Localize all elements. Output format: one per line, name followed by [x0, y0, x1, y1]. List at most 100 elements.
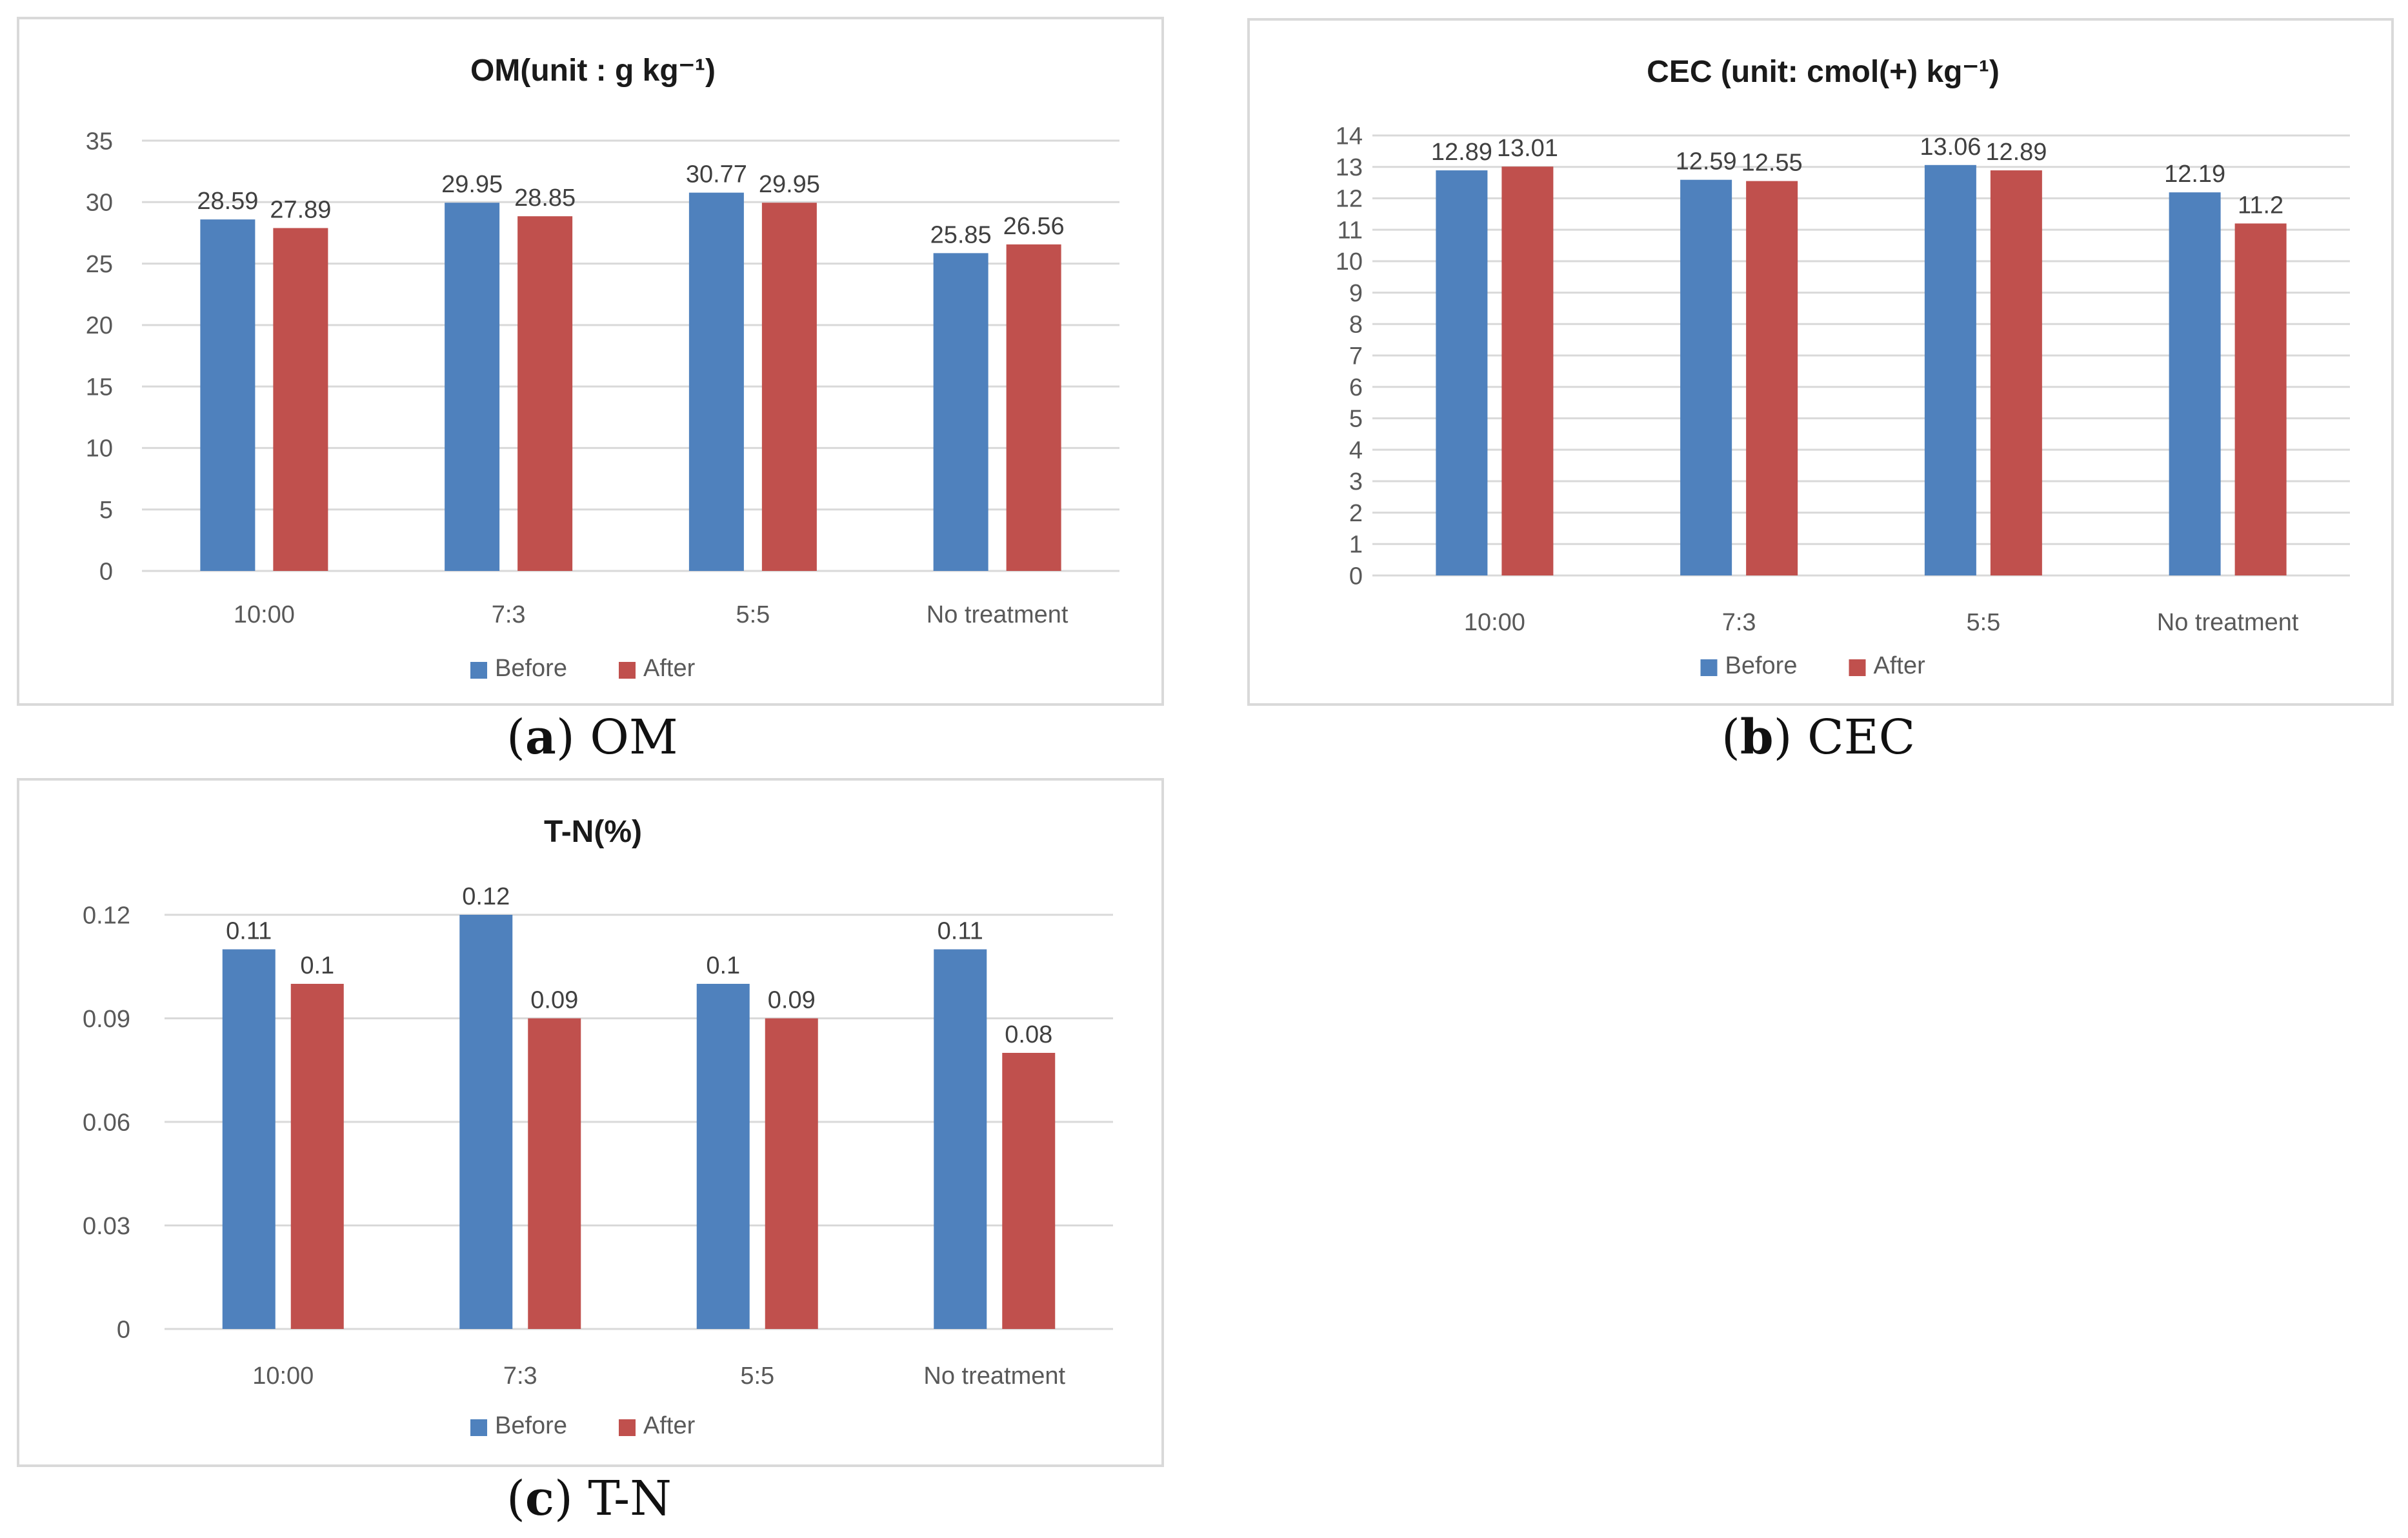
legend-label-before: Before — [495, 1412, 567, 1439]
bar-before-4 — [2169, 192, 2221, 575]
legend-label-before: Before — [495, 655, 567, 682]
data-label: 0.11 — [226, 918, 272, 945]
bar-before-3 — [688, 192, 744, 572]
y-tick-label: 5 — [1349, 406, 1363, 433]
data-label: 0.12 — [462, 883, 510, 910]
data-label: 0.1 — [706, 952, 740, 979]
y-tick-label: 0.06 — [83, 1109, 130, 1136]
data-label: 26.56 — [1003, 213, 1065, 240]
bar-before-2 — [459, 915, 513, 1329]
x-category-label: No treatment — [923, 1363, 1065, 1390]
caption-tn: (c) T-N — [507, 1471, 672, 1526]
data-label: 29.95 — [759, 171, 820, 198]
legend-swatch-before — [470, 1419, 487, 1436]
y-tick-label: 0.03 — [83, 1213, 130, 1240]
data-label: 12.89 — [1985, 139, 2047, 166]
y-tick-label: 0 — [1349, 563, 1363, 590]
data-label: 12.59 — [1676, 148, 1737, 175]
y-tick-label: 10 — [1336, 248, 1363, 275]
data-label: 0.09 — [530, 987, 578, 1014]
x-category-label: 5:5 — [1966, 609, 2000, 636]
x-category-label: 10:00 — [252, 1363, 314, 1390]
y-tick-label: 0 — [99, 558, 113, 585]
data-label: 0.09 — [768, 987, 816, 1014]
legend-label-before: Before — [1725, 652, 1798, 679]
y-tick-label: 9 — [1349, 280, 1363, 307]
y-tick-label: 1 — [1349, 532, 1363, 559]
bar-after-2 — [1746, 181, 1798, 575]
x-category-label: 7:3 — [1722, 609, 1756, 636]
data-label: 12.19 — [2164, 161, 2225, 188]
tn-chart: T-N(%) 0 0.03 0.06 0.09 0.12 0.11 0.1 10:00 0.12 0… — [83, 815, 1113, 1439]
caption-tn-text: T-N — [588, 1471, 672, 1526]
caption-cec: (b) CEC — [1721, 710, 1916, 765]
data-label: 30.77 — [686, 161, 747, 188]
bar-after-4 — [2234, 223, 2287, 575]
data-label: 28.59 — [197, 188, 258, 215]
y-tick-label: 20 — [86, 312, 113, 339]
y-tick-label: 8 — [1349, 312, 1363, 339]
bar-after-1 — [1501, 166, 1554, 575]
y-tick-label: 15 — [86, 374, 113, 401]
y-tick-label: 10 — [86, 435, 113, 463]
caption-tn-letter: c — [525, 1471, 554, 1526]
bar-before-2 — [1680, 179, 1732, 575]
cec-chart: CEC (unit: cmol(+) kg⁻¹)0123456789101112… — [1336, 55, 2350, 679]
data-label: 0.11 — [938, 918, 983, 945]
chart-title: CEC (unit: cmol(+) kg⁻¹) — [1647, 55, 2000, 89]
x-category-label: 10:00 — [234, 601, 295, 628]
legend-swatch-before — [1700, 659, 1718, 676]
bar-after-2 — [517, 216, 573, 571]
bar-before-1 — [222, 949, 276, 1329]
chart-panel-om: OM(unit : g kg⁻¹) 0 5 10 15 20 25 30 35 28.59 27.8… — [17, 17, 1164, 706]
bar-before-1 — [200, 219, 256, 572]
caption-cec-letter: b — [1740, 710, 1774, 765]
y-tick-label: 11 — [1338, 217, 1363, 244]
chart-panel-cec: CEC (unit: cmol(+) kg⁻¹) 0 1 2 3 4 5 6 7 8 9 10 11 12… — [1247, 18, 2394, 706]
bar-before-2 — [445, 203, 500, 571]
bar-before-3 — [696, 984, 750, 1329]
y-tick-label: 3 — [1349, 468, 1363, 495]
legend-label-after: After — [643, 655, 696, 682]
data-label: 13.06 — [1920, 134, 1981, 161]
caption-om: (a) OM — [507, 710, 678, 765]
data-label: 0.1 — [300, 952, 334, 979]
chart-panel-tn: T-N(%) 0 0.03 0.06 0.09 0.12 0.11 0.1 10:00 0.12 0… — [17, 778, 1164, 1467]
legend-label-after: After — [1874, 652, 1926, 679]
bar-after-4 — [1002, 1053, 1056, 1329]
y-tick-label: 2 — [1349, 500, 1363, 527]
y-tick-label: 7 — [1349, 343, 1363, 370]
y-tick-label: 13 — [1336, 154, 1363, 181]
bar-after-2 — [528, 1018, 581, 1329]
y-tick-label: 0.12 — [83, 902, 130, 929]
data-label: 28.85 — [514, 185, 576, 212]
bar-after-3 — [765, 1018, 818, 1329]
x-category-label: 10:00 — [1464, 609, 1525, 636]
x-category-label: 7:3 — [503, 1363, 537, 1390]
bar-after-1 — [273, 228, 328, 571]
data-label: 12.55 — [1741, 150, 1803, 177]
data-label: 13.01 — [1497, 135, 1558, 162]
data-label: 27.89 — [270, 196, 331, 223]
x-category-label: 5:5 — [740, 1363, 774, 1390]
legend-swatch-before — [470, 662, 487, 679]
chart-title: T-N(%) — [544, 815, 642, 849]
caption-cec-text: CEC — [1807, 710, 1916, 765]
caption-om-letter: a — [525, 710, 556, 765]
y-tick-label: 0.09 — [83, 1006, 130, 1033]
y-tick-label: 6 — [1349, 374, 1363, 401]
y-tick-label: 0 — [117, 1316, 130, 1343]
x-category-label: No treatment — [927, 601, 1069, 628]
legend-swatch-after — [1849, 659, 1866, 676]
bar-before-4 — [933, 253, 988, 571]
y-tick-label: 35 — [86, 128, 113, 155]
data-label: 25.85 — [930, 221, 992, 248]
bar-after-3 — [1990, 170, 2042, 575]
bar-after-4 — [1006, 244, 1061, 571]
bar-before-4 — [934, 949, 987, 1329]
legend-label-after: After — [643, 1412, 696, 1439]
legend-swatch-after — [619, 662, 636, 679]
y-tick-label: 14 — [1336, 123, 1363, 150]
y-tick-label: 5 — [99, 497, 113, 524]
x-category-label: 7:3 — [492, 601, 526, 628]
